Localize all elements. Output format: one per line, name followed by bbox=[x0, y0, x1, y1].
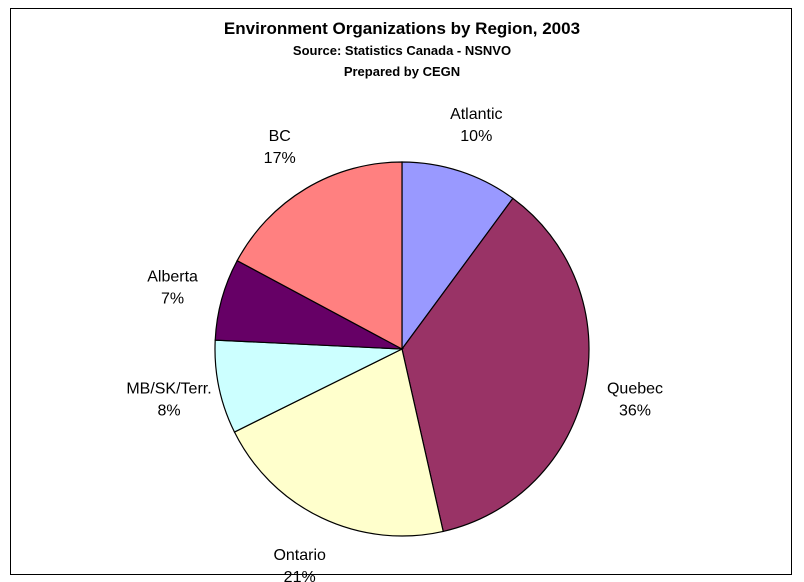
pie-label-quebec: Quebec 36% bbox=[607, 381, 663, 420]
pie-label-mb-sk-terr: MB/SK/Terr. 8% bbox=[126, 381, 211, 420]
pie-label-alberta: Alberta 7% bbox=[147, 269, 198, 308]
pie-label-atlantic: Atlantic 10% bbox=[450, 106, 502, 145]
chart-title: Environment Organizations by Region, 200… bbox=[223, 19, 581, 38]
pie-slice-quebec bbox=[401, 197, 590, 533]
chart-subtitle-prepared-by: Prepared by CEGN bbox=[343, 64, 461, 79]
pie-label-bc: BC 17% bbox=[264, 128, 296, 167]
pie-labels: Atlantic 10% Quebec 36% Ontario 21% MB/SK/Terr… bbox=[126, 106, 663, 582]
pie-label-ontario: Ontario 21% bbox=[273, 547, 326, 582]
pie-slice-mb-sk-terr bbox=[214, 339, 405, 433]
pie-slices bbox=[214, 161, 590, 537]
pie-slice-atlantic bbox=[401, 161, 514, 351]
chart-subtitle-source: Source: Statistics Canada - NSNVO bbox=[292, 43, 512, 58]
pie-slice-ontario bbox=[233, 348, 444, 537]
pie-slice-bc bbox=[236, 161, 403, 351]
